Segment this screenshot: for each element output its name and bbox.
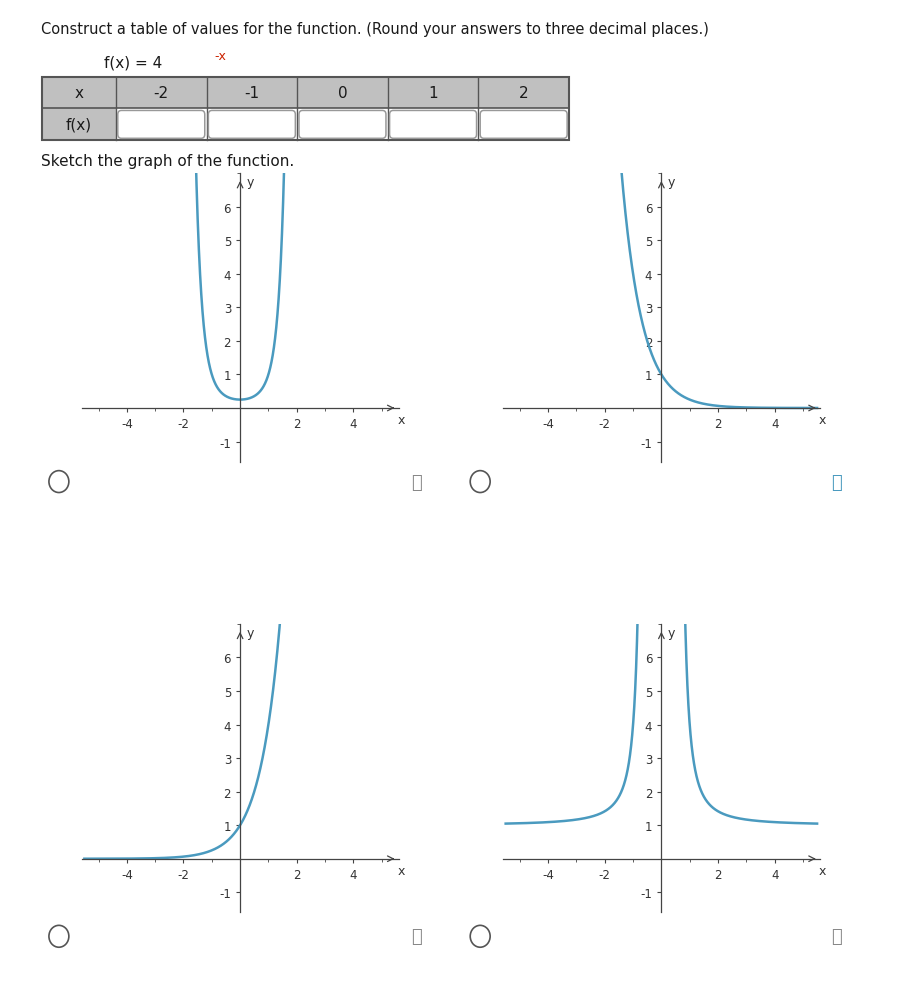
FancyBboxPatch shape — [480, 111, 567, 139]
Text: ⓘ: ⓘ — [831, 473, 842, 491]
Text: f(x): f(x) — [66, 117, 92, 133]
Bar — [478, 78, 569, 109]
Text: -1: -1 — [245, 85, 259, 101]
Bar — [297, 78, 388, 109]
Text: -x: -x — [215, 50, 226, 63]
Text: y: y — [246, 176, 254, 189]
FancyBboxPatch shape — [118, 111, 205, 139]
Text: Sketch the graph of the function.: Sketch the graph of the function. — [41, 154, 294, 169]
FancyBboxPatch shape — [390, 111, 477, 139]
Text: x: x — [398, 414, 405, 426]
Text: x: x — [819, 864, 826, 877]
Text: 1: 1 — [429, 85, 438, 101]
Text: -2: -2 — [154, 85, 169, 101]
Text: ⓘ: ⓘ — [411, 927, 422, 945]
Bar — [42, 109, 116, 141]
Bar — [42, 78, 569, 141]
Text: 2: 2 — [519, 85, 528, 101]
Bar — [207, 78, 297, 109]
Text: ⓘ: ⓘ — [411, 473, 422, 491]
Text: y: y — [668, 626, 675, 639]
Text: 0: 0 — [338, 85, 347, 101]
Text: x: x — [819, 414, 826, 426]
Text: Construct a table of values for the function. (Round your answers to three decim: Construct a table of values for the func… — [41, 22, 708, 37]
Text: ⓘ: ⓘ — [831, 927, 842, 945]
Text: x: x — [398, 864, 405, 877]
Bar — [116, 78, 207, 109]
FancyBboxPatch shape — [208, 111, 295, 139]
FancyBboxPatch shape — [299, 111, 386, 139]
Text: y: y — [246, 626, 254, 639]
Text: x: x — [74, 85, 83, 101]
Text: y: y — [668, 176, 675, 189]
Bar — [388, 78, 478, 109]
Bar — [42, 78, 116, 109]
Text: f(x) = 4: f(x) = 4 — [104, 56, 162, 71]
